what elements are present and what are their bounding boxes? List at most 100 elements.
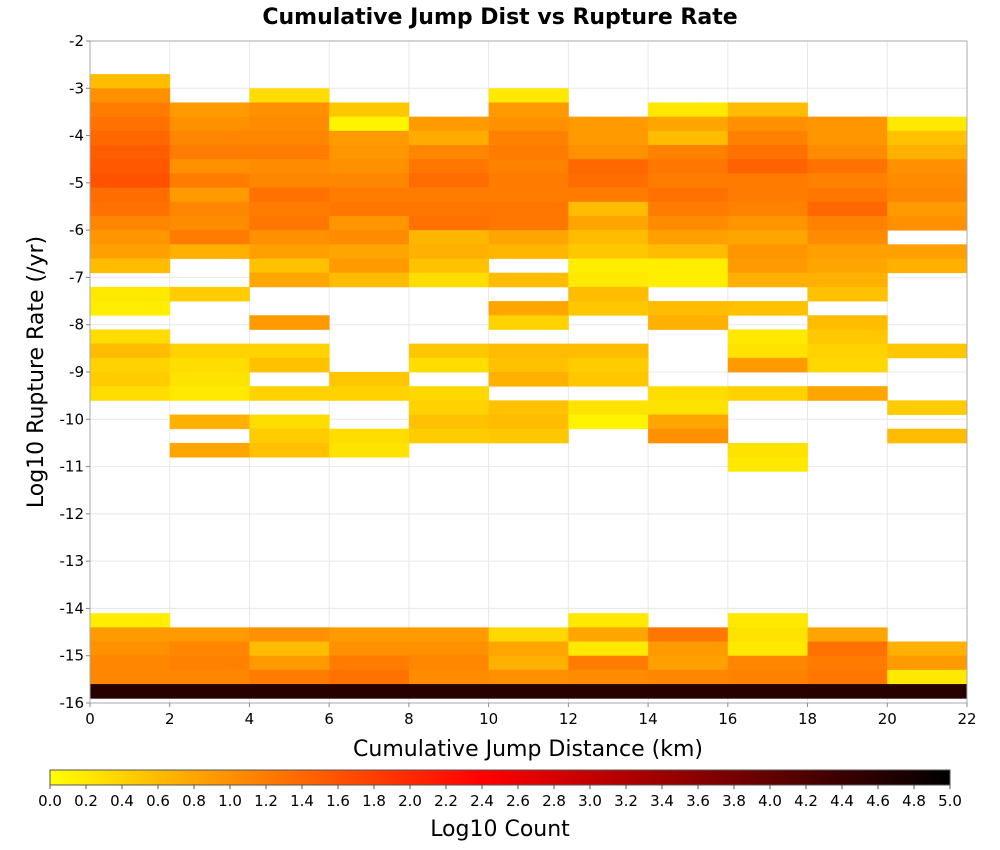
- heatmap-cell-8-8: [727, 215, 808, 231]
- heatmap-cell-7-3: [648, 145, 729, 160]
- heatmap-cell-2-4: [249, 145, 330, 160]
- heatmap-cell-4-3: [408, 159, 490, 174]
- heatmap-cell-7-13: [648, 301, 729, 316]
- heatmap-cell-9-11: [807, 272, 888, 288]
- colorbar-tick-label-20: 4.0: [758, 792, 782, 810]
- heatmap-cell-2-17: [249, 386, 330, 401]
- heatmap-cell-2-24: [249, 669, 330, 685]
- heatmap-cell-8-3: [727, 145, 808, 160]
- x-tick-label-9: 18: [798, 710, 817, 728]
- heatmap-cell-9-21: [807, 669, 888, 685]
- heatmap-cell-7-7: [648, 201, 729, 217]
- heatmap-cell-3-6: [329, 187, 410, 203]
- heatmap-cell-2-25: [249, 684, 330, 699]
- heatmap-cell-1-10: [169, 244, 250, 259]
- heatmap-cell-4-7: [408, 215, 490, 231]
- colorbar-ticks: 0.0 0.2 0.4 0.6 0.8 1.0 1.2 1.4 1.6 1.8 2.0 2.2 2.4 2…: [38, 785, 962, 810]
- heatmap-cell-6-1: [568, 130, 649, 146]
- heatmap-cell-5-5: [488, 159, 569, 174]
- heatmap-cell-2-7: [249, 187, 330, 203]
- heatmap-cell-10-15: [887, 669, 968, 685]
- y-tick-label-14: -16: [60, 694, 85, 712]
- heatmap-cell-2-21: [249, 627, 330, 642]
- heatmap-cell-6-4: [568, 173, 649, 188]
- heatmap-cell-6-12: [568, 286, 649, 302]
- heatmap-cell-1-12: [169, 343, 250, 359]
- heatmap-cell-0-10: [90, 215, 171, 231]
- heatmap-cell-9-22: [807, 684, 888, 699]
- heatmap-cell-1-6: [169, 187, 250, 203]
- heatmap-cell-4-19: [408, 641, 490, 657]
- heatmap-cell-8-20: [727, 613, 808, 628]
- heatmap-cell-5-2: [488, 116, 569, 132]
- heatmap-cell-10-9: [887, 258, 968, 274]
- heatmap-cell-7-9: [648, 230, 729, 245]
- heatmap-cell-1-22: [169, 684, 250, 699]
- heatmap-cell-6-14: [568, 343, 649, 359]
- heatmap-cell-2-3: [249, 130, 330, 146]
- heatmap-cell-3-20: [329, 669, 410, 685]
- heatmap-cell-8-22: [727, 641, 808, 657]
- heatmap-cell-10-4: [887, 173, 968, 188]
- heatmap-cell-10-16: [887, 684, 968, 699]
- heatmap-cell-4-20: [408, 655, 490, 671]
- colorbar-tick-label-14: 2.8: [542, 792, 566, 810]
- heatmap-cell-8-12: [727, 272, 808, 288]
- heatmap-cell-10-10: [887, 343, 968, 359]
- colorbar-tick-label-10: 2.0: [398, 792, 422, 810]
- heatmap-cell-3-17: [329, 627, 410, 642]
- heatmap-cell-3-3: [329, 145, 410, 160]
- heatmap-cell-7-15: [648, 386, 729, 401]
- heatmap-cell-8-6: [727, 187, 808, 203]
- heatmap-cell-0-5: [90, 145, 171, 160]
- heatmap-cell-10-5: [887, 187, 968, 203]
- heatmap-cell-2-22: [249, 641, 330, 657]
- heatmap-cell-6-0: [568, 116, 649, 132]
- heatmap-cell-5-4: [488, 145, 569, 160]
- heatmap-cell-4-22: [408, 684, 490, 699]
- heatmap-cell-2-0: [249, 88, 330, 103]
- heatmap-cell-5-18: [488, 400, 569, 415]
- colorbar-tick-label-9: 1.8: [362, 792, 386, 810]
- heatmap-cell-1-1: [169, 116, 250, 132]
- heatmap-cell-1-19: [169, 641, 250, 657]
- heatmap-cell-6-24: [568, 684, 649, 699]
- heatmap-cell-4-9: [408, 244, 490, 259]
- heatmap-cell-5-1: [488, 102, 569, 118]
- heatmap-cell-7-2: [648, 130, 729, 146]
- heatmap-cell-0-1: [90, 88, 171, 103]
- heatmap-cell-6-15: [568, 357, 649, 373]
- heatmap-cell-9-4: [807, 173, 888, 188]
- heatmap-cell-7-19: [648, 627, 729, 642]
- heatmap-cell-2-11: [249, 244, 330, 259]
- colorbar: [49, 769, 951, 786]
- heatmap-cell-6-6: [568, 201, 649, 217]
- heatmap-cell-2-10: [249, 230, 330, 245]
- heatmap-cell-0-15: [90, 301, 171, 316]
- heatmap-cell-0-9: [90, 201, 171, 217]
- heatmap-cell-2-6: [249, 173, 330, 188]
- heatmap-cell-0-18: [90, 357, 171, 373]
- y-tick-label-2: -4: [69, 127, 84, 145]
- heatmap-cell-4-1: [408, 130, 490, 146]
- heatmap-cell-8-16: [727, 357, 808, 373]
- heatmap-cell-0-19: [90, 372, 171, 387]
- heatmap-cell-3-15: [329, 428, 410, 444]
- colorbar-tick-label-19: 3.8: [722, 792, 746, 810]
- heatmap-cell-1-18: [169, 627, 250, 642]
- heatmap-cell-8-14: [727, 329, 808, 345]
- heatmap-cell-5-19: [488, 414, 569, 430]
- heatmap-cell-8-1: [727, 116, 808, 132]
- x-tick-label-1: 2: [165, 710, 175, 728]
- heatmap-cell-7-23: [648, 684, 729, 699]
- heatmap-cell-1-13: [169, 357, 250, 373]
- x-tick-label-7: 14: [639, 710, 658, 728]
- heatmap-cell-3-1: [329, 116, 410, 132]
- colorbar-tick-label-11: 2.2: [434, 792, 458, 810]
- heatmap-cell-10-2: [887, 145, 968, 160]
- heatmap-cell-2-9: [249, 215, 330, 231]
- heatmap-cell-1-21: [169, 669, 250, 685]
- heatmap-cell-6-5: [568, 187, 649, 203]
- heatmap-cell-6-8: [568, 230, 649, 245]
